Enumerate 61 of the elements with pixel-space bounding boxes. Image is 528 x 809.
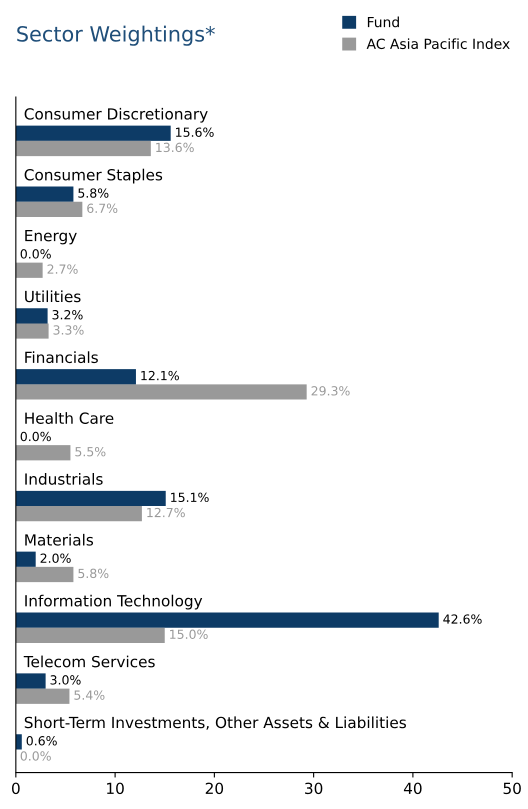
y-tick-label: Utilities (25, 290, 81, 302)
bar (16, 734, 22, 750)
data-label: 0.0% (20, 249, 51, 259)
data-label: 12.1% (141, 370, 179, 380)
data-label: 15.0% (170, 630, 208, 639)
bar (16, 628, 165, 643)
data-label: 3.0% (50, 675, 81, 685)
bar (16, 384, 307, 400)
bar (16, 552, 36, 567)
data-label: 6.7% (87, 204, 118, 213)
bar (16, 186, 74, 202)
data-label: 12.7% (147, 508, 185, 518)
y-tick-label: Financials (25, 351, 98, 364)
x-tick-label: 0 (12, 782, 20, 794)
x-tick-label: 10 (107, 782, 124, 794)
bar (16, 673, 46, 689)
bar (16, 688, 70, 704)
y-tick-label: Short-Term Investments, Other Assets & Liabilities (24, 716, 406, 730)
data-label: 2.7% (48, 264, 78, 274)
y-tick-label: Consumer Staples (24, 168, 162, 184)
data-label: 29.3% (312, 386, 350, 396)
bar (16, 202, 82, 217)
bar (16, 308, 48, 324)
data-label: 15.1% (171, 492, 209, 502)
data-label: 5.8% (78, 568, 108, 578)
y-tick-label: Industrials (25, 472, 103, 485)
bar (16, 140, 151, 156)
bar (16, 126, 171, 141)
bar (16, 369, 136, 384)
data-label: 5.5% (75, 446, 106, 456)
y-tick-label: Information Technology (25, 594, 202, 610)
y-tick-label: Telecom Services (24, 656, 155, 668)
y-tick-label: Energy (25, 230, 77, 244)
data-label: 3.2% (52, 310, 83, 320)
x-tick-label: 50 (504, 782, 521, 794)
data-label: 3.3% (54, 325, 84, 335)
bar (16, 612, 439, 628)
data-label: 15.6% (176, 127, 214, 137)
bar (16, 506, 142, 522)
data-label: 0.0% (20, 432, 51, 442)
x-tick-label: 40 (404, 782, 422, 794)
bar (16, 323, 49, 339)
data-label: 2.0% (40, 553, 71, 563)
data-label: 0.6% (26, 736, 57, 746)
legend-label: AC Asia Pacific Index (366, 38, 510, 50)
data-label: 42.6% (443, 614, 482, 624)
bar (16, 445, 70, 460)
x-tick-label: 20 (206, 782, 224, 794)
data-label: 0.0% (20, 751, 51, 761)
bar (16, 566, 74, 582)
legend-label: Fund (368, 16, 399, 28)
data-label: 5.8% (78, 188, 108, 198)
chart-title: Sector Weightings* (17, 26, 215, 46)
y-tick-label: Consumer Discretionary (24, 108, 208, 123)
data-label: 5.4% (74, 690, 104, 700)
bar (16, 262, 43, 278)
data-label: 13.6% (156, 142, 194, 152)
x-tick-label: 30 (305, 782, 322, 794)
y-tick-label: Materials (25, 534, 94, 546)
bar (16, 490, 166, 506)
y-tick-label: Health Care (25, 412, 114, 424)
